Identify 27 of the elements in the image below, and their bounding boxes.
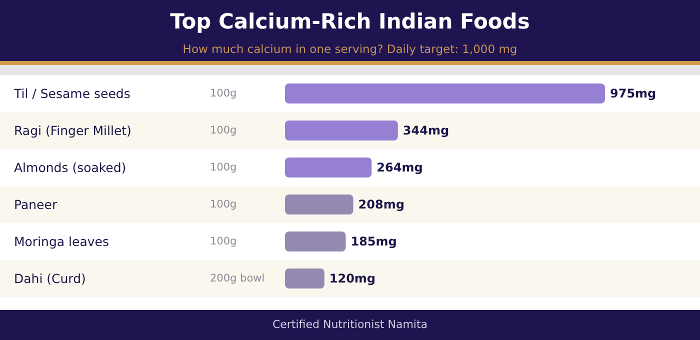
y-tick-label: Ragi (Finger Millet) (14, 123, 132, 138)
text: 100g (210, 124, 237, 136)
y-tick-label: Paneer (14, 197, 58, 212)
text: Certified Nutritionist Namita (272, 318, 428, 331)
bar (285, 268, 324, 288)
text: 200g bowl (210, 272, 265, 284)
text: 100g (210, 162, 237, 174)
data-label: 208mg (358, 198, 404, 212)
data-label: 120mg (329, 272, 376, 286)
bar (285, 158, 372, 178)
data-label: 185mg (350, 234, 397, 248)
data-label: 975mg (610, 86, 656, 100)
bar (285, 194, 354, 214)
y-tick-label: Moringa leaves (14, 234, 109, 249)
data-label: 264mg (376, 160, 423, 174)
chart-subtitle: How much calcium in one serving? Daily target: 1,000 mg (182, 42, 518, 56)
chart-title: Top Calcium-Rich Indian Foods (170, 10, 530, 34)
text: 100g (210, 88, 237, 100)
y-tick-label: Almonds (soaked) (14, 160, 126, 175)
bar (285, 232, 346, 252)
text: 100g (210, 198, 237, 210)
y-tick-label: Dahi (Curd) (14, 271, 86, 286)
bar (285, 84, 605, 104)
bar (285, 120, 398, 140)
data-label: 344mg (402, 124, 450, 138)
text: 100g (210, 236, 237, 248)
y-tick-label: Til / Sesame seeds (13, 86, 130, 101)
